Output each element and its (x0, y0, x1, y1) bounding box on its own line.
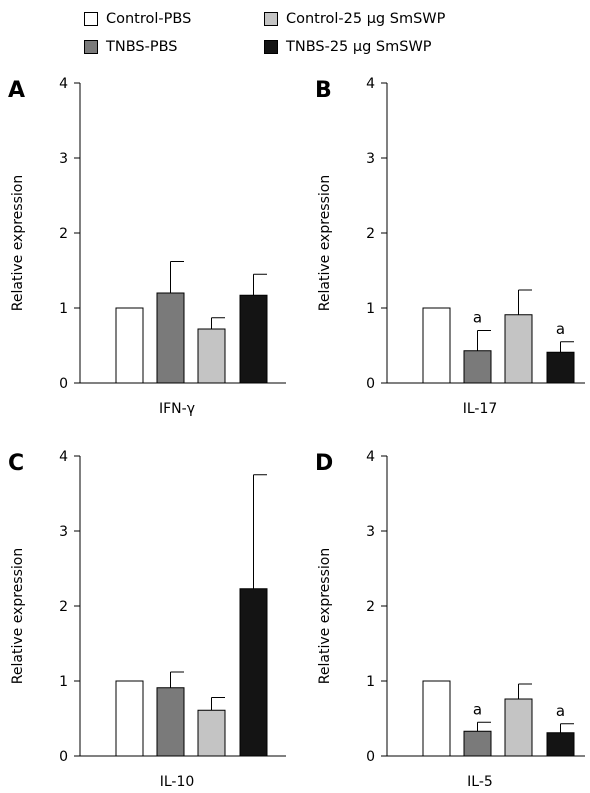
y-tick-label: 0 (59, 749, 68, 765)
bar (197, 709, 226, 757)
legend-item-control-pbs: Control-PBS (84, 9, 191, 29)
chart-panel-c: C 0 1 2 3 4 Relative expression IL-10 (8, 449, 286, 790)
x-axis-label: IL-10 (160, 774, 195, 790)
legend-label: TNBS-25 μg SmSWP (286, 39, 432, 55)
bar (504, 698, 533, 757)
significance-label: a (556, 702, 565, 720)
panel-letter: C (8, 451, 24, 476)
panel-letter: A (8, 78, 25, 103)
bar (422, 307, 451, 384)
chart-panel-a: A 0 1 2 3 4 Relative expression IFN-γ (8, 76, 286, 417)
bar (156, 687, 185, 757)
legend-label: TNBS-PBS (106, 39, 178, 55)
bar (115, 680, 144, 757)
x-axis-label: IFN-γ (159, 401, 195, 417)
y-tick-label: 4 (59, 449, 68, 465)
panel-letter: B (315, 78, 332, 103)
bar (115, 307, 144, 384)
y-tick-label: 4 (59, 76, 68, 92)
significance-label: a (473, 309, 482, 327)
chart-panel-b: B 0 1 2 3 4 Relative expression IL-17 a a (315, 76, 585, 417)
y-axis-label: Relative expression (10, 548, 26, 684)
legend-swatch (264, 12, 278, 26)
bar (239, 588, 268, 757)
legend: Control-PBS TNBS-PBS Control-25 μg SmSWP… (0, 0, 590, 70)
legend-label: Control-PBS (106, 11, 192, 27)
y-tick-label: 0 (366, 749, 375, 765)
bar (197, 328, 226, 384)
y-tick-label: 2 (366, 226, 375, 242)
y-tick-label: 0 (366, 376, 375, 392)
significance-label: a (556, 320, 565, 338)
y-tick-label: 4 (366, 76, 375, 92)
y-tick-label: 2 (59, 226, 68, 242)
y-tick-label: 0 (59, 376, 68, 392)
bar (422, 680, 451, 757)
y-tick-label: 4 (366, 449, 375, 465)
legend-item-control-smswp: Control-25 μg SmSWP (264, 9, 445, 29)
chart-panel-d: D 0 1 2 3 4 Relative expression IL-5 a a (315, 449, 585, 790)
legend-item-tnbs-smswp: TNBS-25 μg SmSWP (264, 37, 432, 57)
panel-letter: D (315, 451, 333, 476)
legend-item-tnbs-pbs: TNBS-PBS (84, 37, 177, 57)
bar (546, 732, 575, 757)
legend-swatch (84, 12, 98, 26)
y-tick-label: 1 (366, 674, 375, 690)
y-axis-label: Relative expression (10, 175, 26, 311)
legend-swatch (264, 40, 278, 54)
y-tick-label: 1 (366, 301, 375, 317)
legend-label: Control-25 μg SmSWP (286, 11, 446, 27)
bar (463, 350, 492, 384)
x-axis-label: IL-17 (463, 401, 498, 417)
bar (463, 730, 492, 757)
y-tick-label: 2 (59, 599, 68, 615)
bar (239, 294, 268, 384)
y-tick-label: 3 (59, 151, 68, 167)
significance-label: a (473, 700, 482, 718)
y-tick-label: 2 (366, 599, 375, 615)
x-axis-label: IL-5 (467, 774, 493, 790)
y-tick-label: 1 (59, 301, 68, 317)
bar (156, 292, 185, 384)
y-tick-label: 1 (59, 674, 68, 690)
y-axis-label: Relative expression (317, 548, 333, 684)
y-axis-label: Relative expression (317, 175, 333, 311)
y-tick-label: 3 (59, 524, 68, 540)
y-tick-label: 3 (366, 151, 375, 167)
y-tick-label: 3 (366, 524, 375, 540)
bar (546, 351, 575, 384)
legend-swatch (84, 40, 98, 54)
bar (504, 314, 533, 384)
